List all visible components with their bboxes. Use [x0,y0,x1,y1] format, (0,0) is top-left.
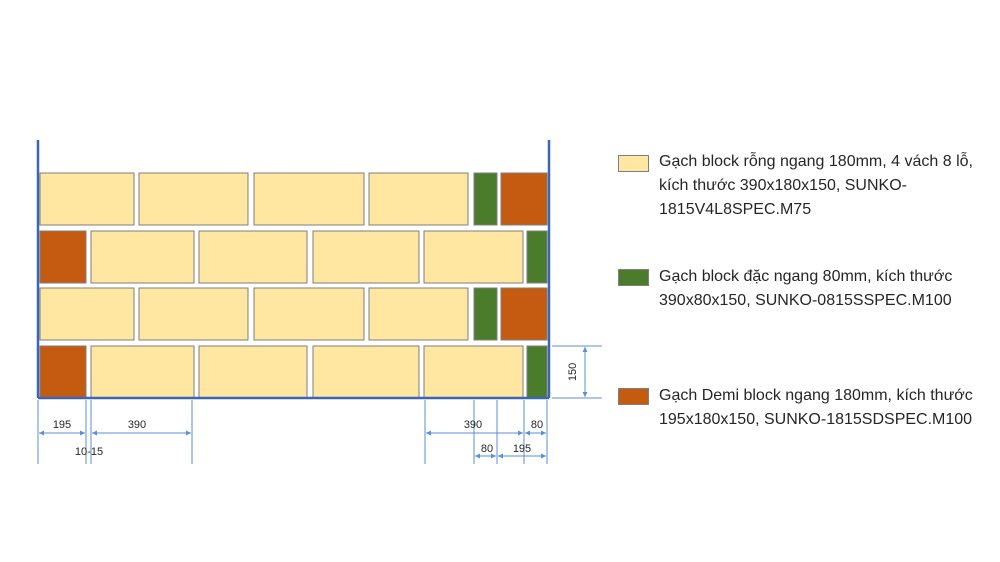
hollow-block-brick [423,345,524,399]
hollow-block-brick [138,287,249,341]
solid-block-brick [526,230,548,284]
solid-block-brick [526,345,548,399]
hollow-block-brick [368,287,469,341]
legend-line: Gạch Demi block ngang 180mm, kích thước [659,387,973,404]
legend-line: Gạch block rỗng ngang 180mm, 4 vách 8 lỗ… [659,153,973,170]
demi-block-brick [500,287,548,341]
hollow-block-brick [423,230,524,284]
demi-block-brick [39,345,87,399]
hollow-block-brick [39,172,135,226]
hollow-block-brick [253,287,365,341]
demi-block-brick [39,230,87,284]
hollow-block-brick [368,172,469,226]
legend-swatch-demi-block [618,388,649,405]
legend-swatch-solid-block [618,269,649,286]
dim-label-height: 150 [567,363,579,381]
dimension-lines [37,345,602,464]
legend-swatch-hollow-block [618,155,649,172]
hollow-block-brick [198,345,308,399]
dim-label-demi-left: 195 [53,419,71,431]
hollow-block-brick [312,230,420,284]
dim-label-block-left: 390 [128,419,146,431]
demi-block-brick [500,172,548,226]
hollow-block-brick [138,172,249,226]
dim-label-demi-right: 195 [513,443,531,455]
legend-line: 390x80x150, SUNKO-0815SSPEC.M100 [659,292,952,309]
hollow-block-brick [253,172,365,226]
hollow-block-brick [90,345,195,399]
brick-wall [39,172,548,399]
dim-label-joint: 10-15 [75,446,103,458]
legend-line: 195x180x150, SUNKO-1815SDSPEC.M100 [659,411,973,428]
legend-text-hollow-block: Gạch block rỗng ngang 180mm, 4 vách 8 lỗ… [659,150,1000,222]
legend-line: 1815V4L8SPEC.M75 [659,201,812,218]
legend-line: kích thước 390x180x150, SUNKO- [659,177,907,194]
hollow-block-brick [39,287,135,341]
solid-block-brick [473,172,498,226]
hollow-block-brick [198,230,308,284]
hollow-block-brick [312,345,420,399]
dim-label-block-right: 390 [464,419,482,431]
legend-text-solid-block: Gạch block đặc ngang 80mm, kích thước 39… [659,265,1000,313]
solid-block-brick [473,287,498,341]
dim-label-solid-right-bottom: 80 [481,443,493,455]
wall-frame [36,140,551,400]
legend-text-demi-block: Gạch Demi block ngang 180mm, kích thước … [659,384,1000,432]
hollow-block-brick [90,230,195,284]
legend-line: Gạch block đặc ngang 80mm, kích thước [659,268,953,285]
dim-label-solid-right-top: 80 [531,419,543,431]
